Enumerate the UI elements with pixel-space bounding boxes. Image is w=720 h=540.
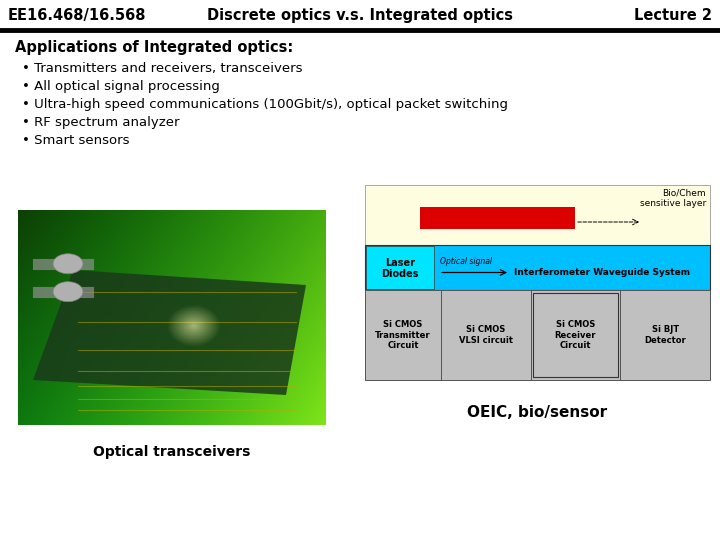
Text: • Smart sensors: • Smart sensors — [22, 134, 130, 147]
Ellipse shape — [53, 254, 83, 274]
Text: Si CMOS
VLSI circuit: Si CMOS VLSI circuit — [459, 325, 513, 345]
Text: sensitive layer: sensitive layer — [640, 199, 706, 208]
Text: Lecture 2: Lecture 2 — [634, 8, 712, 23]
Bar — [533, 293, 618, 377]
Text: Bio/Chem: Bio/Chem — [662, 189, 706, 198]
Bar — [365, 185, 710, 245]
Text: • All optical signal processing: • All optical signal processing — [22, 80, 220, 93]
Bar — [366, 246, 434, 289]
Text: • Ultra-high speed communications (100Gbit/s), optical packet switching: • Ultra-high speed communications (100Gb… — [22, 98, 508, 111]
Text: Optical signal: Optical signal — [440, 257, 492, 266]
Bar — [365, 290, 710, 380]
Text: • RF spectrum analyzer: • RF spectrum analyzer — [22, 116, 179, 129]
Text: Si BJT
Detector: Si BJT Detector — [644, 325, 686, 345]
Text: Applications of Integrated optics:: Applications of Integrated optics: — [15, 40, 293, 55]
Text: OEIC, bio/sensor: OEIC, bio/sensor — [467, 405, 608, 420]
Bar — [420, 207, 575, 229]
Bar — [365, 245, 710, 290]
Text: Optical transceivers: Optical transceivers — [94, 445, 251, 459]
Text: Discrete optics v.s. Integrated optics: Discrete optics v.s. Integrated optics — [207, 8, 513, 23]
Text: Laser
Diodes: Laser Diodes — [382, 258, 419, 279]
Text: Si CMOS
Receiver
Circuit: Si CMOS Receiver Circuit — [554, 320, 596, 350]
Bar — [365, 290, 441, 380]
Bar — [621, 290, 710, 380]
Text: Si CMOS
Transmitter
Circuit: Si CMOS Transmitter Circuit — [375, 320, 431, 350]
Ellipse shape — [53, 282, 83, 302]
Text: Interferometer Waveguide System: Interferometer Waveguide System — [514, 268, 690, 277]
Polygon shape — [33, 270, 306, 395]
Bar — [531, 290, 621, 380]
Text: EE16.468/16.568: EE16.468/16.568 — [8, 8, 146, 23]
Text: • Transmitters and receivers, transceivers: • Transmitters and receivers, transceive… — [22, 62, 302, 75]
Bar — [441, 290, 531, 380]
